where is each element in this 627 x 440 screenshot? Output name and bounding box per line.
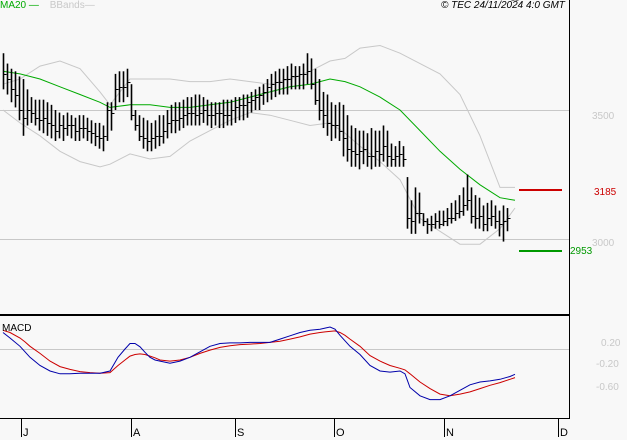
legend-bbands: BBands—	[49, 0, 95, 11]
price-label-3000: 3000	[592, 238, 615, 249]
month-label-d: D	[560, 427, 568, 439]
month-label-s: S	[237, 427, 245, 439]
macd-label-neg-0.60: -0.60	[596, 382, 619, 393]
macd-title: MACD	[2, 323, 32, 334]
price-gridlines	[0, 110, 569, 350]
month-label-a: A	[133, 427, 141, 439]
support-resistance-levels	[519, 189, 562, 252]
macd-lines	[2, 326, 516, 401]
chart-frame	[0, 0, 570, 419]
bband-upper-line	[2, 44, 515, 188]
macd-line	[2, 326, 516, 401]
price-label-3500: 3500	[592, 111, 615, 122]
macd-label-0.20: 0.20	[601, 338, 621, 349]
support-label: 2953	[570, 246, 593, 257]
copyright-timestamp: © TEC 24/11/2024 4:0 GMT	[441, 0, 565, 11]
macd-label-neg-0.20: -0.20	[596, 359, 619, 370]
bollinger-bands	[2, 44, 516, 245]
month-label-o: O	[336, 427, 345, 439]
resistance-label: 3185	[594, 187, 617, 198]
price-bars	[2, 0, 519, 242]
legend-ma20: MA20 —	[0, 0, 39, 11]
macd-signal-line	[2, 329, 516, 397]
legend: MA20 — BBands—	[0, 0, 95, 11]
x-axis-ticks	[21, 419, 559, 437]
month-label-n: N	[446, 427, 454, 439]
month-label-j: J	[23, 427, 29, 439]
